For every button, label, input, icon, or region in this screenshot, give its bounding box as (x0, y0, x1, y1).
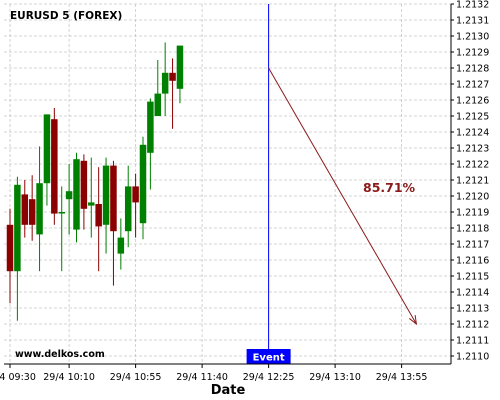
candle-body (102, 165, 110, 225)
y-tick-label: 1.2130 (456, 32, 489, 43)
x-tick-label: 29/4 12:25 (243, 372, 295, 383)
candle-body (6, 224, 14, 272)
y-tick-label: 1.2124 (456, 128, 489, 139)
x-axis-label: Date (211, 383, 246, 398)
y-tick-label: 1.2131 (456, 16, 489, 27)
candle-body (154, 93, 162, 116)
candle-body (88, 202, 95, 206)
candle-body (21, 194, 29, 225)
chart-title: EURUSD 5 (FOREX) (10, 10, 122, 22)
axes-group: 1.2110 1.2111 1.2112 1.2113 1.2114 1.2115 1.21… (0, 0, 489, 383)
y-tick-label: 1.2111 (456, 336, 489, 347)
candle-body (117, 237, 125, 254)
candle-body (65, 191, 73, 200)
y-tick-label: 1.2117 (456, 240, 489, 251)
candle-body (80, 160, 88, 209)
y-tick-label: 1.2119 (456, 208, 489, 219)
candle-body (28, 199, 36, 225)
y-tick-label: 1.2110 (456, 352, 489, 363)
y-tick-label: 1.2116 (456, 256, 489, 267)
candle-body (139, 144, 147, 224)
y-tick-label: 1.2122 (456, 160, 489, 171)
y-tick-label: 1.2127 (456, 80, 489, 91)
projection-group: 85.71% (268, 67, 418, 326)
event-marker-group: Event (246, 4, 291, 364)
y-tick-label: 1.2114 (456, 288, 489, 299)
event-badge (246, 349, 291, 364)
x-tick-label: 29/4 10:55 (110, 372, 162, 383)
candles-group (6, 42, 184, 321)
y-tick-label: 1.2123 (456, 144, 489, 155)
candle-body (95, 204, 102, 227)
projection-line (268, 67, 417, 325)
x-tick-label: 29/4 13:55 (376, 372, 428, 383)
candle-body (36, 183, 43, 235)
candle-body (176, 45, 184, 89)
y-tick-label: 1.2125 (456, 112, 489, 123)
candle-body (14, 184, 21, 272)
y-tick-label: 1.2128 (456, 64, 489, 75)
y-tick-label: 1.2113 (456, 304, 489, 315)
candle-body (51, 119, 58, 214)
y-tick-label: 1.2118 (456, 224, 489, 235)
event-label: Event (253, 353, 285, 364)
projection-probability-label: 85.71% (363, 180, 416, 195)
source-label: www.delkos.com (15, 349, 105, 360)
y-tick-label: 1.2112 (456, 320, 489, 331)
projection-arrowhead (409, 315, 418, 326)
x-tick-label: 29/4 09:30 (0, 372, 36, 383)
candle-body (124, 186, 132, 232)
candle-body (161, 72, 169, 94)
y-tick-label: 1.2129 (456, 48, 489, 59)
y-tick-label: 1.2132 (456, 0, 489, 11)
x-tick-label: 29/4 13:10 (309, 372, 361, 383)
y-tick-label: 1.2115 (456, 272, 489, 283)
y-tick-label: 1.2121 (456, 176, 489, 187)
candle-body (110, 165, 117, 232)
candle-body (147, 101, 154, 153)
y-tick-label: 1.2126 (456, 96, 489, 107)
candle-body (58, 212, 65, 214)
candle-body (132, 186, 139, 203)
candle-body (169, 72, 176, 81)
candle-body (43, 114, 51, 184)
y-tick-label: 1.2120 (456, 192, 489, 203)
candle-body (73, 159, 80, 230)
x-tick-label: 29/4 10:10 (43, 372, 95, 383)
x-tick-label: 29/4 11:40 (176, 372, 228, 383)
